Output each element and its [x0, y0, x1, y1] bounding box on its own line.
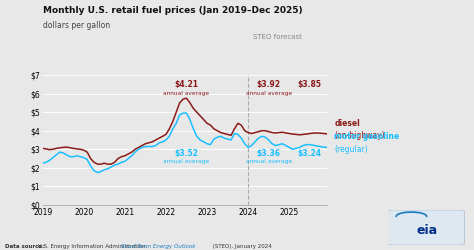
Text: $3.92: $3.92	[257, 80, 281, 89]
Text: motor gasoline: motor gasoline	[334, 132, 400, 141]
Text: (on-highway): (on-highway)	[334, 132, 385, 140]
Text: dollars per gallon: dollars per gallon	[43, 21, 110, 30]
Text: $3.36: $3.36	[257, 149, 281, 158]
Text: $3.85: $3.85	[298, 80, 322, 89]
Text: annual average: annual average	[164, 159, 210, 164]
Text: annual average: annual average	[164, 90, 210, 96]
Text: annual average: annual average	[246, 159, 292, 164]
Text: STEO forecast: STEO forecast	[253, 34, 302, 40]
FancyBboxPatch shape	[389, 210, 465, 245]
Text: $3.52: $3.52	[174, 149, 199, 158]
Text: annual average: annual average	[246, 90, 292, 96]
Text: Short-Term Energy Outlook: Short-Term Energy Outlook	[121, 244, 195, 249]
Text: U.S. Energy Information Administration,: U.S. Energy Information Administration,	[36, 244, 149, 249]
Text: (STEO), January 2024: (STEO), January 2024	[211, 244, 272, 249]
Text: Monthly U.S. retail fuel prices (Jan 2019–Dec 2025): Monthly U.S. retail fuel prices (Jan 201…	[43, 6, 302, 15]
Text: $4.21: $4.21	[174, 80, 199, 89]
Text: $3.24: $3.24	[298, 149, 322, 158]
Text: eia: eia	[416, 224, 437, 237]
Text: Data source:: Data source:	[5, 244, 44, 249]
Text: (regular): (regular)	[334, 144, 368, 154]
Text: diesel: diesel	[334, 119, 360, 128]
